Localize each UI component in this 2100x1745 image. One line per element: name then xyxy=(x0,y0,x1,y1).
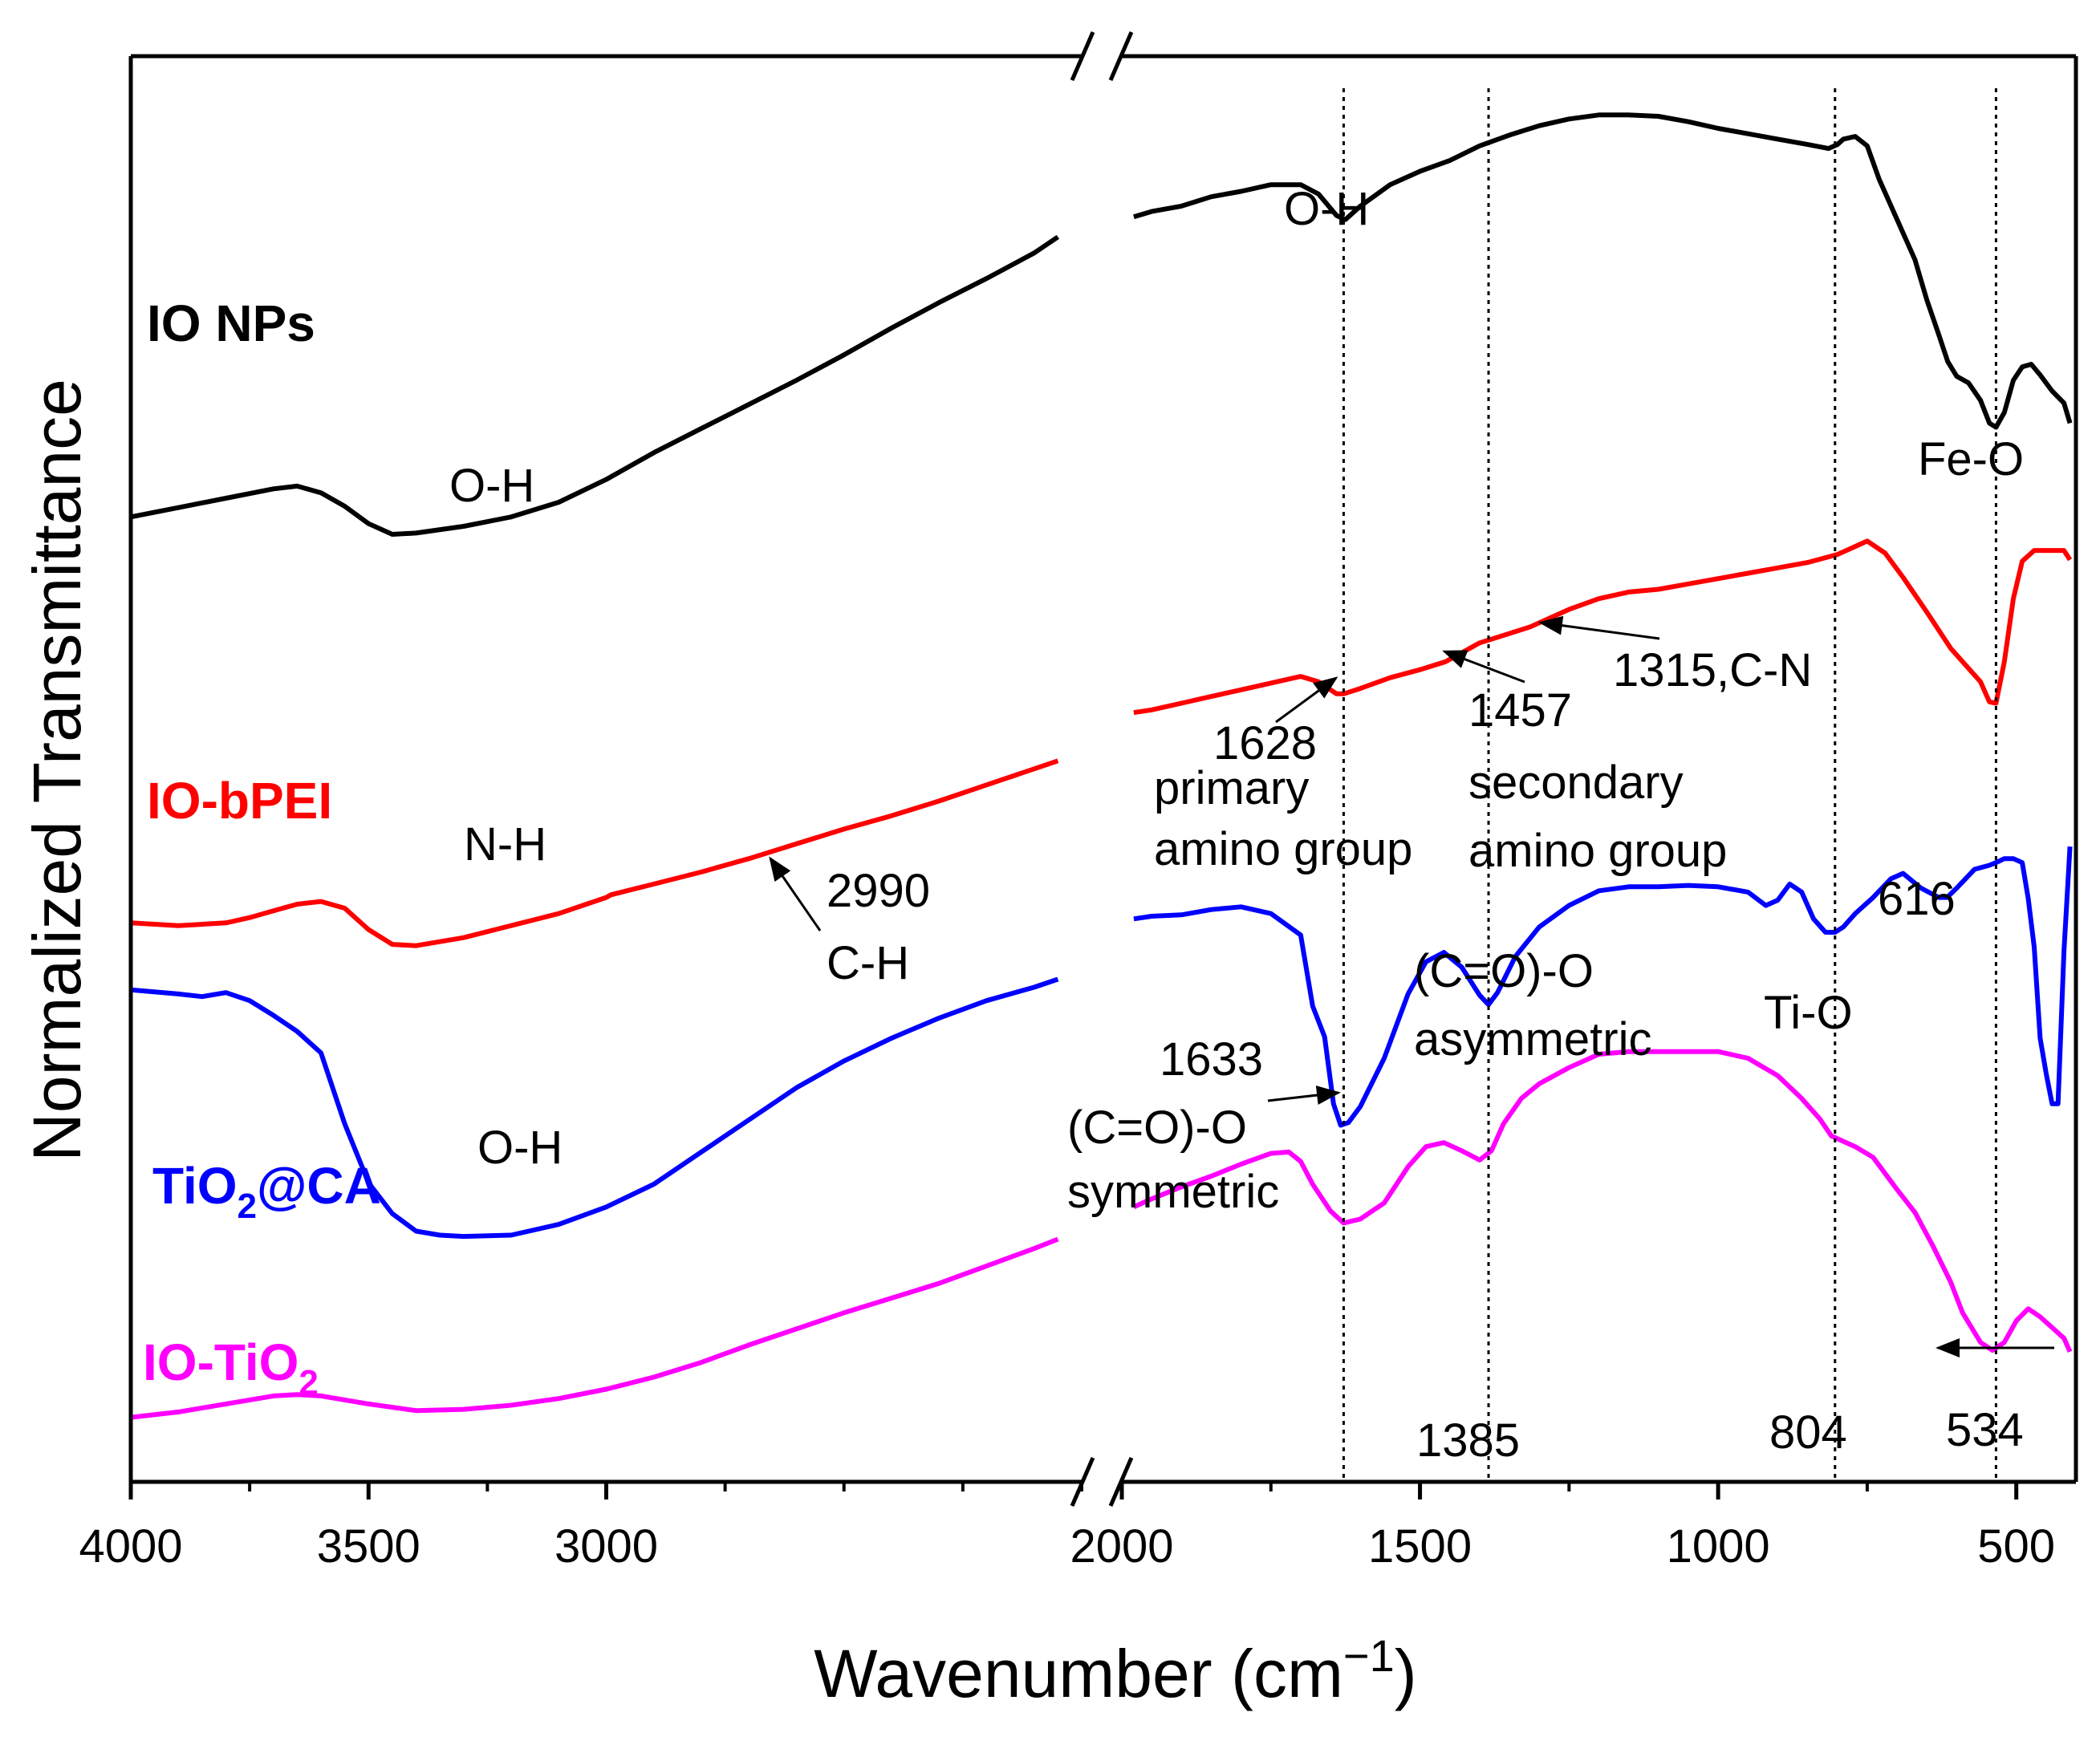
ann-1385: 1385 xyxy=(1416,1414,1520,1467)
ann-co-asym-2: asymmetric xyxy=(1414,1013,1651,1065)
ann-secondary-1: secondary xyxy=(1468,757,1684,809)
x-tick-label-1000: 1000 xyxy=(1667,1520,1770,1573)
series-line-io-nps-right xyxy=(1133,112,2073,430)
x-tick-label-4000: 4000 xyxy=(79,1520,182,1573)
series-line-io-bpei-right xyxy=(1133,538,2073,716)
arrow-1628 xyxy=(1275,676,1338,724)
ann-1628: 1628 xyxy=(1213,717,1317,769)
ann-804: 804 xyxy=(1769,1406,1847,1459)
ann-616: 616 xyxy=(1878,873,1956,925)
ann-feo: Fe-O xyxy=(1918,433,2024,485)
x-tick-label-2000: 2000 xyxy=(1070,1520,1173,1573)
ann-tio: Ti-O xyxy=(1764,987,1853,1039)
arrow-1633 xyxy=(1267,1086,1341,1105)
ann-oh-tca-left: O-H xyxy=(477,1122,563,1174)
ann-oh-io-left: O-H xyxy=(449,460,534,512)
ann-co-sym-2: symmetric xyxy=(1067,1166,1279,1218)
ann-ch: C-H xyxy=(827,937,909,989)
ann-oh-io-right: O-H xyxy=(1284,183,1369,235)
arrow-1315 xyxy=(1538,615,1660,640)
ann-secondary-2: amino group xyxy=(1468,825,1727,877)
ann-1633: 1633 xyxy=(1160,1033,1263,1086)
series-lines xyxy=(130,112,2073,1420)
ann-534: 534 xyxy=(1946,1404,2024,1456)
axis-break-top-1 xyxy=(1070,31,1095,81)
x-axis-title: Wavenumber (cm−1) xyxy=(814,1630,1417,1711)
series-line-tio2-ca-left xyxy=(130,976,1059,1240)
reference-lines xyxy=(1342,88,1997,1482)
series-line-io-tio2-right xyxy=(1132,1049,2073,1353)
x-tick-label-1500: 1500 xyxy=(1368,1520,1472,1573)
series-label-io-bpei: IO-bPEI xyxy=(147,772,332,830)
ann-2990: 2990 xyxy=(827,865,930,917)
axis-frame xyxy=(128,31,2078,1507)
arrow-2990 xyxy=(769,856,822,931)
ann-co-asym-1: (C=O)-O xyxy=(1414,945,1594,997)
series-label-io-tio2: IO-TiO2 xyxy=(143,1333,319,1402)
series-label-tio2-ca: TiO2@CA xyxy=(152,1157,381,1226)
series-line-io-bpei-left xyxy=(130,758,1059,948)
ann-1457: 1457 xyxy=(1468,684,1572,737)
y-axis-title: Normalized Transmittance xyxy=(19,379,95,1162)
ann-co-sym-1: (C=O)-O xyxy=(1067,1102,1247,1154)
axis-break-top-2 xyxy=(1108,31,1134,81)
ann-primary-2: amino group xyxy=(1154,823,1412,875)
x-tick-label-3000: 3000 xyxy=(554,1520,658,1573)
ann-primary-1: primary xyxy=(1154,762,1309,814)
series-label-io-nps: IO NPs xyxy=(147,294,315,352)
ann-1315: 1315,C-N xyxy=(1613,644,1812,696)
arrow-1457 xyxy=(1442,650,1525,684)
ann-nh: N-H xyxy=(464,818,546,870)
series-line-tio2-ca-right xyxy=(1133,846,2073,1128)
x-ticks: 4000 3500 3000 2000 1500 1000 500 xyxy=(79,1482,2055,1573)
series-line-io-tio2-left xyxy=(130,1236,1059,1420)
x-tick-label-3500: 3500 xyxy=(317,1520,420,1573)
x-tick-label-500: 500 xyxy=(1977,1520,2055,1573)
series-line-io-nps-left xyxy=(130,234,1060,537)
